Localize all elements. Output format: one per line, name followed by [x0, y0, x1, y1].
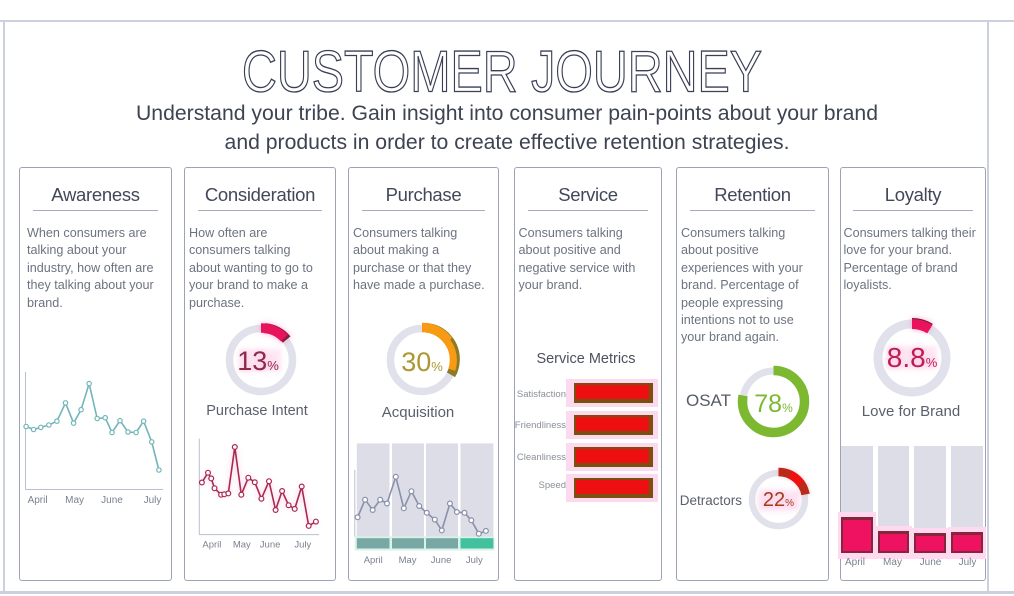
svg-text:May: May — [233, 540, 251, 551]
svg-text:April: April — [364, 555, 383, 566]
svg-text:April: April — [28, 495, 48, 506]
svg-text:June: June — [260, 540, 281, 551]
svg-text:May: May — [65, 495, 84, 506]
svg-text:June: June — [101, 495, 123, 506]
svg-text:July: July — [144, 495, 162, 506]
svg-text:April: April — [202, 540, 221, 551]
svg-text:June: June — [431, 555, 452, 566]
svg-text:July: July — [294, 540, 311, 551]
svg-text:May: May — [399, 555, 417, 566]
svg-text:CUSTOMER JOURNEY: CUSTOMER JOURNEY — [242, 40, 762, 105]
svg-text:July: July — [466, 555, 483, 566]
